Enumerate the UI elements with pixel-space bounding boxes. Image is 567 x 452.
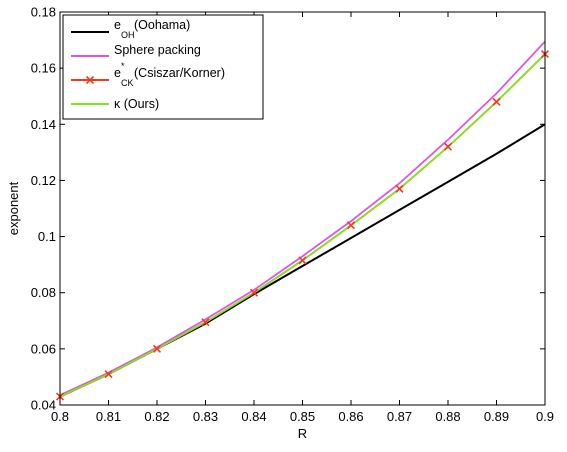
legend-label-sub: OH — [121, 30, 135, 40]
y-tick-label: 0.08 — [31, 285, 56, 300]
y-axis-label: exponent — [6, 181, 21, 235]
legend-label-suffix: (Csiszar/Korner) — [134, 66, 225, 80]
x-tick-label: 0.8 — [51, 409, 69, 424]
legend-label-base: e — [114, 66, 121, 80]
legend-item: eCK * (Csiszar/Korner) — [71, 61, 225, 88]
data-point-marker — [152, 344, 162, 353]
x-axis-label: R — [298, 426, 307, 441]
x-tick-label: 0.87 — [387, 409, 412, 424]
data-point-marker — [104, 370, 113, 379]
x-tick-label: 0.86 — [338, 409, 363, 424]
x-tick-label: 0.9 — [536, 409, 554, 424]
y-tick-label: 0.16 — [31, 61, 56, 76]
x-tick-label: 0.83 — [193, 409, 218, 424]
data-point-marker — [395, 184, 404, 193]
data-point-marker — [346, 221, 356, 230]
legend-item: Sphere packing — [71, 43, 201, 57]
data-point-marker — [298, 256, 307, 265]
x-tick-label: 0.89 — [484, 409, 509, 424]
legend-label: κ (Ours) — [114, 97, 159, 111]
y-tick-label: 0.1 — [38, 229, 56, 244]
y-tick-label: 0.04 — [31, 398, 56, 413]
data-point-marker — [249, 288, 259, 297]
x-axis-ticks: 0.8 0.81 0.82 0.83 0.84 0.85 0.86 0.87 0.88 0.89 0… — [51, 12, 554, 424]
x-tick-label: 0.82 — [144, 409, 169, 424]
y-axis-ticks: 0.04 0.06 0.08 0.1 0.12 0.14 0.16 0.18 — [31, 5, 545, 413]
y-tick-label: 0.14 — [31, 117, 56, 132]
data-point-marker — [443, 142, 453, 151]
legend-label-base: e — [114, 18, 121, 32]
x-tick-label: 0.85 — [290, 409, 315, 424]
y-tick-label: 0.18 — [31, 5, 56, 20]
x-tick-label: 0.84 — [241, 409, 266, 424]
y-tick-label: 0.12 — [31, 173, 56, 188]
legend-label-sup: * — [121, 61, 125, 71]
legend-item: κ (Ours) — [71, 97, 159, 111]
x-tick-label: 0.81 — [96, 409, 121, 424]
series-line-1 — [59, 40, 546, 396]
legend-label-sub: CK — [121, 78, 134, 88]
legend-item: eOH (Oohama) — [71, 18, 190, 40]
x-tick-label: 0.88 — [435, 409, 460, 424]
legend-label-suffix: (Oohama) — [134, 18, 190, 32]
legend-label: Sphere packing — [114, 43, 201, 57]
data-point-marker — [201, 318, 210, 327]
y-tick-label: 0.06 — [31, 341, 56, 356]
data-point-marker — [492, 97, 501, 106]
